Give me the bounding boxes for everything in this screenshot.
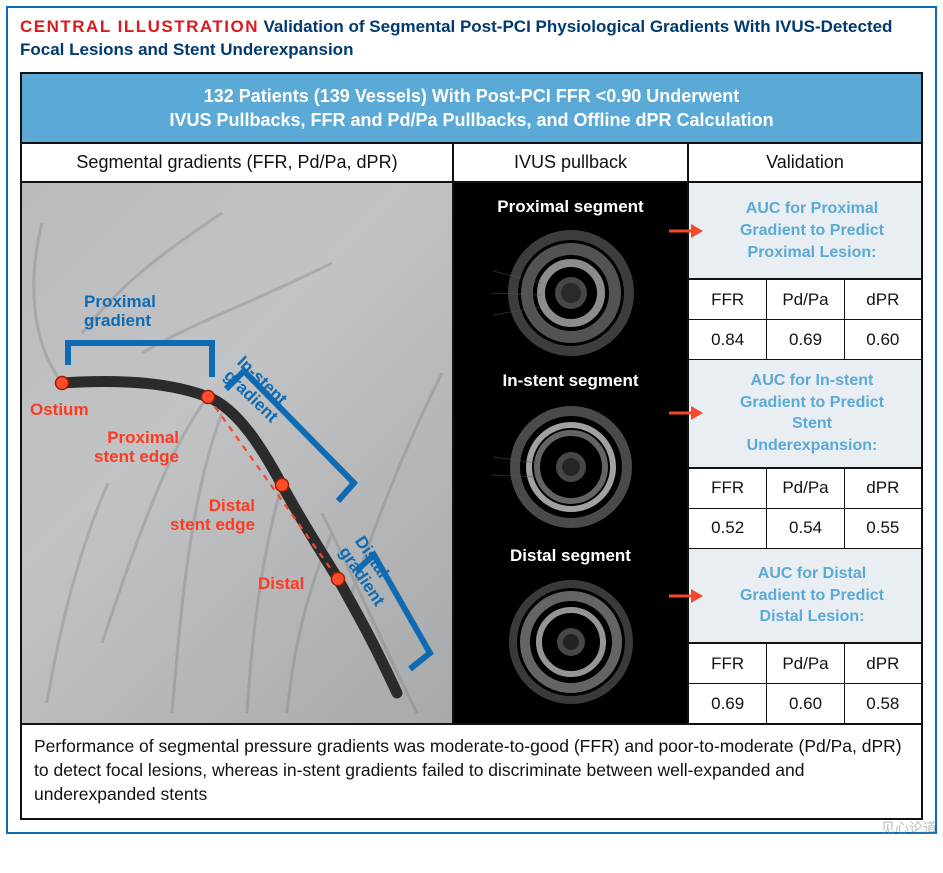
ivus-distal: Distal segment: [454, 546, 687, 706]
validation-instent-header: AUC for In-stent Gradient to Predict Ste…: [689, 359, 921, 467]
col-dpr: dPR: [844, 279, 921, 319]
validation-proximal-header: AUC for Proximal Gradient to Predict Pro…: [689, 183, 921, 279]
figure-title: CENTRAL ILLUSTRATION Validation of Segme…: [20, 16, 923, 62]
val: 0.84: [689, 319, 766, 359]
figure-body: 132 Patients (139 Vessels) With Post-PCI…: [20, 72, 923, 820]
validation-distal-header: AUC for Distal Gradient to Predict Dista…: [689, 548, 921, 644]
validation-instent-table: FFR Pd/Pa dPR 0.52 0.54 0.55: [689, 468, 921, 548]
ivus-title-instent: In-stent segment: [454, 371, 687, 391]
label-distal-stent-edge: Distal stent edge: [170, 497, 255, 534]
col-pdpa: Pd/Pa: [766, 643, 843, 683]
col-dpr: dPR: [844, 468, 921, 508]
col-ffr: FFR: [689, 468, 766, 508]
angiogram-svg: [22, 183, 452, 723]
validation-instent: AUC for In-stent Gradient to Predict Ste…: [689, 359, 921, 547]
ivus-image-distal: [491, 572, 651, 706]
label-ostium: Ostium: [30, 401, 89, 420]
val: 0.60: [766, 683, 843, 723]
banner: 132 Patients (139 Vessels) With Post-PCI…: [22, 74, 921, 145]
col-pdpa: Pd/Pa: [766, 279, 843, 319]
validation-column: AUC for Proximal Gradient to Predict Pro…: [687, 183, 921, 723]
ivus-title-distal: Distal segment: [454, 546, 687, 566]
validation-distal-table: FFR Pd/Pa dPR 0.69 0.60 0.58: [689, 643, 921, 723]
col-header-left: Segmental gradients (FFR, Pd/Pa, dPR): [22, 144, 452, 181]
arrow-icon: [669, 222, 703, 240]
val: 0.54: [766, 508, 843, 548]
validation-distal: AUC for Distal Gradient to Predict Dista…: [689, 548, 921, 724]
val: 0.60: [844, 319, 921, 359]
ivus-instent: In-stent segment: [454, 371, 687, 531]
col-ffr: FFR: [689, 279, 766, 319]
watermark: 见心论道: [881, 818, 937, 838]
ivus-column: Proximal segment: [452, 183, 687, 723]
title-red: CENTRAL ILLUSTRATION: [20, 17, 259, 36]
val: 0.52: [689, 508, 766, 548]
ivus-image-instent: [491, 397, 651, 531]
val: 0.69: [766, 319, 843, 359]
col-dpr: dPR: [844, 643, 921, 683]
figure-frame: CENTRAL ILLUSTRATION Validation of Segme…: [6, 6, 937, 834]
col-pdpa: Pd/Pa: [766, 468, 843, 508]
column-headers: Segmental gradients (FFR, Pd/Pa, dPR) IV…: [22, 144, 921, 183]
banner-line2: IVUS Pullbacks, FFR and Pd/Pa Pullbacks,…: [169, 110, 773, 130]
banner-line1: 132 Patients (139 Vessels) With Post-PCI…: [204, 86, 740, 106]
col-header-middle: IVUS pullback: [452, 144, 687, 181]
val: 0.55: [844, 508, 921, 548]
label-proximal-stent-edge: Proximal stent edge: [94, 429, 179, 466]
val: 0.58: [844, 683, 921, 723]
arrow-icon: [669, 587, 703, 605]
figure-caption: Performance of segmental pressure gradie…: [22, 725, 921, 818]
label-proximal-gradient: Proximal gradient: [84, 293, 156, 330]
angiogram-panel: Proximal gradient In-stent gradient Dist…: [22, 183, 452, 723]
ivus-image-proximal: [491, 223, 651, 357]
arrow-icon: [669, 404, 703, 422]
ivus-proximal: Proximal segment: [454, 197, 687, 357]
col-ffr: FFR: [689, 643, 766, 683]
validation-proximal: AUC for Proximal Gradient to Predict Pro…: [689, 183, 921, 359]
label-distal: Distal: [258, 575, 304, 594]
val: 0.69: [689, 683, 766, 723]
col-header-right: Validation: [687, 144, 921, 181]
validation-proximal-table: FFR Pd/Pa dPR 0.84 0.69 0.60: [689, 279, 921, 359]
main-row: Proximal gradient In-stent gradient Dist…: [22, 183, 921, 725]
ivus-title-proximal: Proximal segment: [454, 197, 687, 217]
